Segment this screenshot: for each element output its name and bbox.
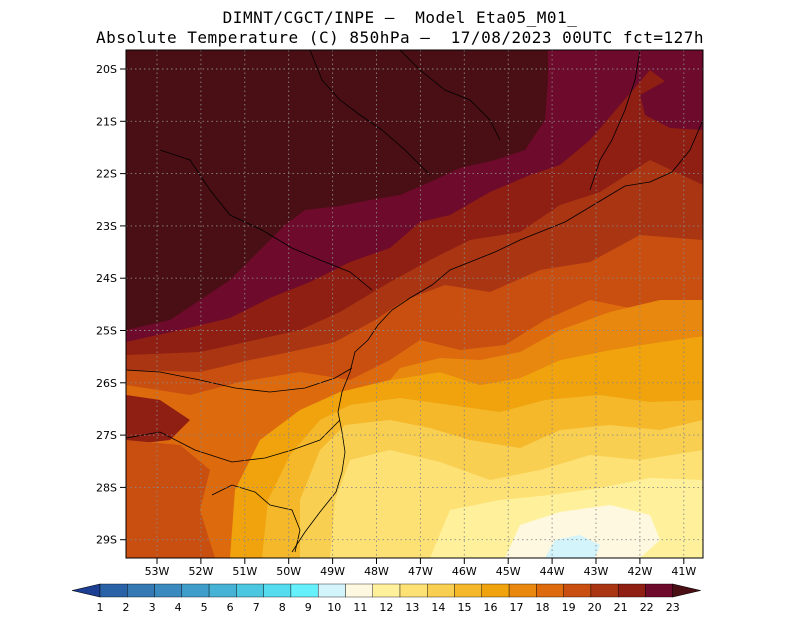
- colorbar-label: 9: [305, 601, 312, 614]
- colorbar-swatch: [617, 583, 646, 598]
- longitude-axis: 53W 52W 51W 50W 49W 48W 47W 46W 45W 44W 43W 42W 41W: [145, 558, 696, 578]
- colorbar-swatch: [181, 583, 210, 598]
- colorbar-swatch: [454, 583, 483, 598]
- colorbar-label: 6: [227, 601, 234, 614]
- lon-tick-label: 47W: [408, 565, 433, 578]
- colorbar-label: 7: [253, 601, 260, 614]
- colorbar-swatch: [372, 583, 401, 598]
- lat-lon-grid: [126, 50, 703, 558]
- colorbar-swatch: [317, 583, 346, 598]
- lon-tick-label: 44W: [540, 565, 565, 578]
- lon-tick-label: 53W: [145, 565, 170, 578]
- lon-tick-label: 42W: [627, 565, 652, 578]
- lat-tick-label: 22S: [96, 168, 117, 181]
- colorbar-label: 12: [379, 601, 393, 614]
- lon-tick-label: 51W: [232, 565, 257, 578]
- lat-tick-label: 21S: [96, 115, 117, 128]
- colorbar-swatch: [536, 583, 564, 598]
- lon-tick-label: 50W: [276, 565, 301, 578]
- colorbar-swatch: [236, 583, 264, 598]
- lon-tick-label: 49W: [320, 565, 345, 578]
- colorbar: 1 2 3 4 5 6 7 8 9 10 11 12 13 14 15 16 17 18 19 20 21 22 23: [71, 583, 701, 614]
- temperature-field: [126, 50, 703, 558]
- colorbar-arrow-right: [672, 583, 701, 598]
- lon-tick-label: 45W: [496, 565, 521, 578]
- colorbar-swatch: [645, 583, 673, 598]
- colorbar-swatch: [208, 583, 237, 598]
- lat-tick-label: 29S: [96, 534, 117, 547]
- colorbar-arrow-left: [71, 583, 101, 598]
- lon-tick-label: 52W: [188, 565, 213, 578]
- colorbar-swatch: [590, 583, 619, 598]
- colorbar-swatch: [399, 583, 428, 598]
- lat-tick-label: 25S: [96, 325, 117, 338]
- map-title-line-1: DIMNT/CGCT/INPE – Model Eta05_M01_: [222, 8, 578, 27]
- colorbar-label: 5: [201, 601, 208, 614]
- colorbar-swatch: [345, 583, 373, 598]
- colorbar-swatch: [427, 583, 455, 598]
- colorbar-swatch: [127, 583, 155, 598]
- map-frame: [125, 49, 704, 559]
- colorbar-label: 10: [327, 601, 341, 614]
- lon-tick-label: 41W: [671, 565, 696, 578]
- lat-tick-label: 23S: [96, 220, 117, 233]
- colorbar-label: 8: [279, 601, 286, 614]
- lat-tick-label: 28S: [96, 481, 117, 494]
- lon-tick-label: 43W: [584, 565, 609, 578]
- latitude-axis: 20S 21S 22S 23S 24S 25S 26S 27S 28S 29S: [96, 63, 126, 547]
- colorbar-label: 21: [614, 601, 628, 614]
- colorbar-label: 1: [97, 601, 104, 614]
- lat-tick-label: 24S: [96, 272, 117, 285]
- coastline-and-borders: [126, 50, 703, 553]
- colorbar-label: 13: [405, 601, 419, 614]
- colorbar-label: 14: [431, 601, 445, 614]
- lon-tick-label: 46W: [452, 565, 477, 578]
- colorbar-label: 17: [510, 601, 524, 614]
- lat-tick-label: 27S: [96, 429, 117, 442]
- colorbar-swatch: [154, 583, 183, 598]
- colorbar-label: 2: [123, 601, 130, 614]
- map-title-line-2: Absolute Temperature (C) 850hPa – 17/08/…: [96, 28, 704, 47]
- lat-tick-label: 20S: [96, 63, 117, 76]
- colorbar-label: 4: [175, 601, 182, 614]
- lat-tick-label: 26S: [96, 377, 117, 390]
- colorbar-label: 15: [457, 601, 471, 614]
- colorbar-label: 23: [666, 601, 680, 614]
- colorbar-swatch: [563, 583, 592, 598]
- colorbar-label: 16: [483, 601, 497, 614]
- lon-tick-label: 48W: [364, 565, 389, 578]
- colorbar-label: 3: [149, 601, 156, 614]
- colorbar-swatch: [508, 583, 537, 598]
- colorbar-swatch: [263, 583, 292, 598]
- colorbar-label: 22: [640, 601, 654, 614]
- colorbar-label: 11: [353, 601, 367, 614]
- colorbar-label: 18: [536, 601, 550, 614]
- colorbar-label: 19: [562, 601, 576, 614]
- colorbar-swatch: [290, 583, 319, 598]
- colorbar-label: 20: [588, 601, 602, 614]
- colorbar-swatch: [99, 583, 128, 598]
- colorbar-swatch: [481, 583, 510, 598]
